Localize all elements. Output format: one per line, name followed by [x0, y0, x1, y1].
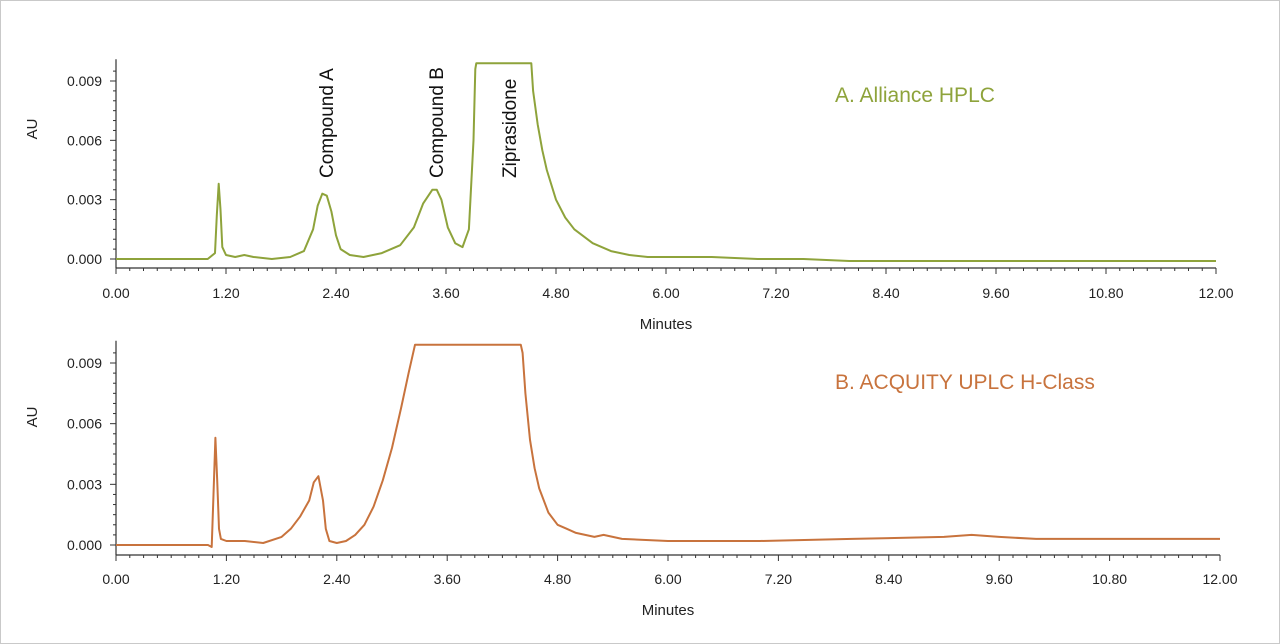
x-tick-label: 6.00 — [654, 571, 681, 587]
x-tick-label: 2.40 — [323, 571, 350, 587]
y-tick-label: 0.009 — [67, 73, 102, 89]
y-tick-label: 0.006 — [67, 132, 102, 148]
y-axis-title: AU — [24, 119, 41, 140]
x-tick-label: 6.00 — [652, 285, 679, 301]
x-axis-title: Minutes — [640, 316, 693, 333]
x-tick-label: 12.00 — [1198, 285, 1233, 301]
panel-a-alliance-hplc: 0.00 1.20 2.40 3.60 4.80 6.00 7.20 8.40 9.60 10.8… — [24, 59, 1234, 333]
x-tick-label: 4.80 — [542, 285, 569, 301]
x-tick-label: 8.40 — [872, 285, 899, 301]
y-tick-label: 0.000 — [67, 251, 102, 267]
y-tick-label: 0.000 — [67, 537, 102, 553]
chromatogram-trace — [116, 62, 1216, 262]
panel-title: B. ACQUITY UPLC H-Class — [835, 371, 1095, 394]
x-tick-label: 7.20 — [765, 571, 792, 587]
y-tick-label: 0.003 — [67, 476, 102, 492]
x-tick-label: 10.80 — [1088, 285, 1123, 301]
x-tick-label: 7.20 — [762, 285, 789, 301]
x-tick-label: 12.00 — [1202, 571, 1237, 587]
x-tick-label: 4.80 — [544, 571, 571, 587]
x-tick-label: 3.60 — [432, 285, 459, 301]
y-tick-label: 0.009 — [67, 355, 102, 371]
panel-b-acquity-uplc: 0.00 1.20 2.40 3.60 4.80 6.00 7.20 8.40 9.60 10.8… — [24, 340, 1238, 619]
peak-label: Compound A — [317, 68, 338, 178]
y-axis-title: AU — [24, 407, 41, 428]
x-tick-label: 0.00 — [102, 285, 129, 301]
peak-label: Ziprasidone — [500, 79, 521, 178]
x-tick-label: 10.80 — [1092, 571, 1127, 587]
x-tick-label: 2.40 — [322, 285, 349, 301]
x-tick-label: 1.20 — [213, 571, 240, 587]
x-tick-label: 9.60 — [982, 285, 1009, 301]
panel-title: A. Alliance HPLC — [835, 84, 995, 107]
y-tick-label: 0.006 — [67, 416, 102, 432]
x-tick-label: 1.20 — [212, 285, 239, 301]
x-tick-label: 0.00 — [102, 571, 129, 587]
x-axis-title: Minutes — [642, 602, 695, 619]
x-tick-label: 3.60 — [434, 571, 461, 587]
peak-label: Compound B — [427, 67, 448, 178]
y-tick-label: 0.003 — [67, 192, 102, 208]
chromatogram-trace — [116, 343, 1220, 548]
x-tick-label: 9.60 — [986, 571, 1013, 587]
x-tick-label: 8.40 — [875, 571, 902, 587]
